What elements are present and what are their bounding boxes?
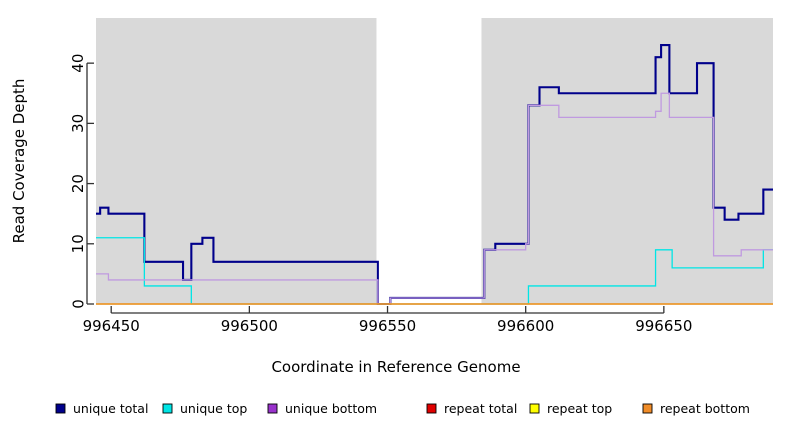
y-tick-label: 0 — [69, 299, 87, 309]
y-axis-title: Read Coverage Depth — [10, 79, 28, 244]
x-tick-label: 996500 — [221, 317, 278, 335]
series-lines — [96, 44, 773, 306]
legend-label: repeat total — [444, 401, 517, 416]
y-tick-label: 30 — [69, 114, 87, 133]
legend-swatch — [642, 403, 653, 414]
y-tick-label: 40 — [69, 54, 87, 73]
legend-swatch — [267, 403, 278, 414]
series-unique-top — [96, 237, 773, 305]
x-tick-label: 996650 — [635, 317, 692, 335]
y-tick-label: 20 — [69, 174, 87, 193]
legend-label: repeat top — [547, 401, 612, 416]
chart-legend: unique total unique top unique bottom repea… — [55, 401, 750, 416]
shaded-region — [96, 18, 377, 304]
x-tick-label: 996450 — [83, 317, 140, 335]
axis-lines-and-ticks — [86, 62, 665, 314]
legend-swatch — [55, 403, 66, 414]
y-tick-label: 10 — [69, 234, 87, 253]
legend-label: repeat bottom — [660, 401, 750, 416]
legend-swatch — [529, 403, 540, 414]
series-unique-bottom — [96, 92, 773, 305]
shaded-region — [481, 18, 773, 304]
x-axis-title: Coordinate in Reference Genome — [271, 358, 520, 376]
legend-swatch — [162, 403, 173, 414]
legend-swatch — [426, 403, 437, 414]
x-tick-label: 996550 — [359, 317, 416, 335]
legend-label: unique top — [180, 401, 247, 416]
x-tick-label: 996600 — [497, 317, 554, 335]
x-tick-labels: 996450 996500 996550 996600 996650 — [83, 317, 693, 335]
legend-label: unique total — [73, 401, 148, 416]
y-tick-labels: 0 10 20 30 40 — [69, 54, 87, 309]
legend-label: unique bottom — [285, 401, 377, 416]
